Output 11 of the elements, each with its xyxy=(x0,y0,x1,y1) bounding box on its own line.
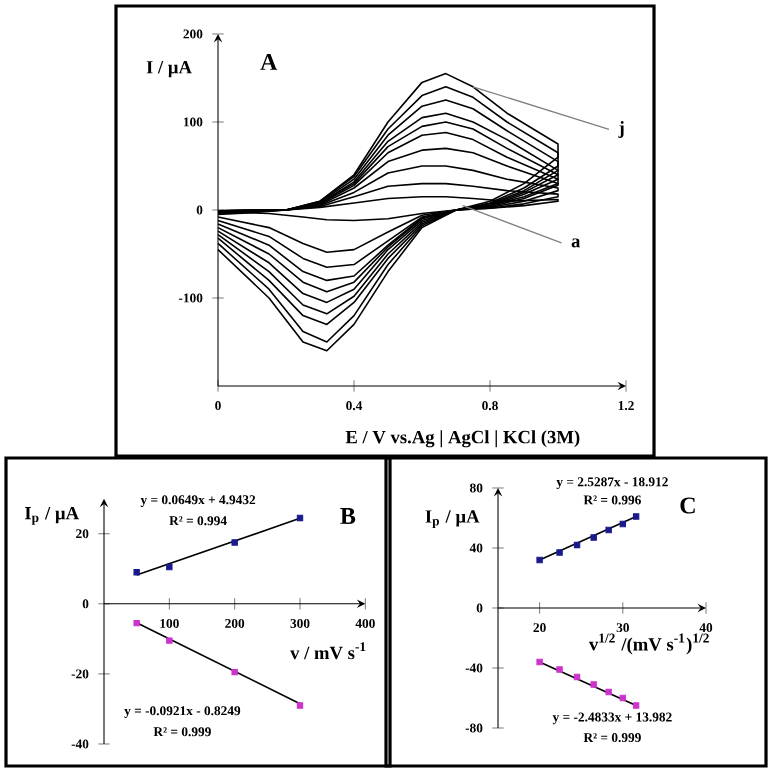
x-axis-title: v$^{1/2}$ /(mV s$^{-1}$)$^{1/2}$ xyxy=(588,633,709,655)
y-axis-title: I / µA xyxy=(146,61,192,78)
y-axis-title: I$_{p}$ / µA xyxy=(24,506,79,525)
x-axis-title: v / mV s$^{-1}$ xyxy=(290,642,366,660)
chart-title: B xyxy=(340,508,356,524)
annotation: j xyxy=(618,121,624,138)
x-axis-title: E / V vs.Ag | AgCl | KCl (3M) xyxy=(345,430,580,448)
annotation: a xyxy=(571,238,581,248)
text: A xyxy=(260,53,278,70)
chart-title: C xyxy=(680,497,695,514)
y-axis-title: I$_{p}$ / µA xyxy=(425,510,480,529)
